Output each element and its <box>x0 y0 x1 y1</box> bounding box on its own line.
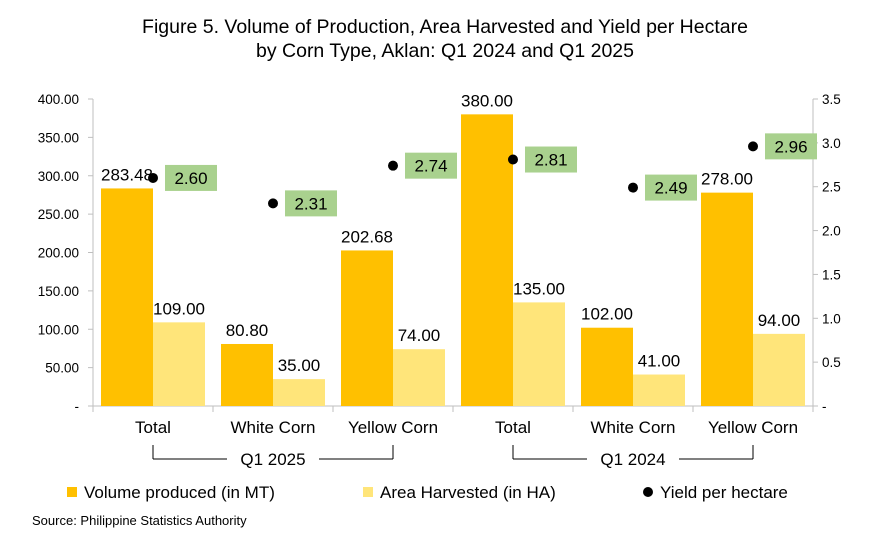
bar-area-harvested <box>753 333 805 406</box>
bar-volume-label: 102.00 <box>581 305 633 324</box>
bar-area-harvested <box>393 349 445 406</box>
bar-volume <box>341 250 393 406</box>
category-label: White Corn <box>590 418 675 437</box>
left-axis-tick-label: 200.00 <box>38 246 79 261</box>
chart-title-line-1: Figure 5. Volume of Production, Area Har… <box>142 16 748 38</box>
group-label: Q1 2025 <box>240 450 305 469</box>
bar-volume-label: 283.48 <box>101 165 153 184</box>
legend-marker <box>643 487 653 497</box>
yield-label: 2.31 <box>294 194 327 213</box>
category-label: Yellow Corn <box>708 418 798 437</box>
bar-area-harvested <box>513 302 565 406</box>
category-label: Yellow Corn <box>348 418 438 437</box>
yield-label-box <box>285 190 337 217</box>
legend-item: Volume produced (in MT) <box>67 483 275 502</box>
bar-volume <box>701 192 753 406</box>
bar-area-label: 94.00 <box>758 311 801 330</box>
legend-swatch <box>67 487 77 497</box>
bar-volume <box>101 188 153 406</box>
bar-area-harvested <box>153 322 205 406</box>
right-axis-tick-label: 3.0 <box>822 136 841 151</box>
yield-label: 2.74 <box>414 157 447 176</box>
left-axis-tick-label: 400.00 <box>38 92 79 107</box>
chart-title-line-2: by Corn Type, Aklan: Q1 2024 and Q1 2025 <box>256 40 634 62</box>
left-axis-tick-label: 150.00 <box>38 284 79 299</box>
category-label: White Corn <box>230 418 315 437</box>
legend: Volume produced (in MT) Area Harvested (i… <box>67 483 788 502</box>
group-bracket: Q1 2024 <box>512 445 754 469</box>
yield-point <box>748 141 758 152</box>
bar-area-label: 74.00 <box>398 326 441 345</box>
right-axis-tick-label: 2.0 <box>822 224 841 239</box>
right-axis-tick-label: 3.5 <box>822 92 841 107</box>
bar-volume-label: 380.00 <box>461 91 513 110</box>
bar-area-label: 35.00 <box>278 356 321 375</box>
yield-label: 2.49 <box>654 179 687 198</box>
right-axis-tick-label: 2.5 <box>822 180 841 195</box>
yield-point <box>268 198 278 209</box>
yield-label-box <box>765 133 817 160</box>
left-axis-tick-label: 350.00 <box>38 130 79 145</box>
category-label: Total <box>135 418 171 437</box>
bar-volume <box>461 114 513 406</box>
bar-volume <box>581 327 633 406</box>
yield-label: 2.81 <box>534 151 567 170</box>
yield-label: 2.60 <box>174 169 207 188</box>
yield-point <box>628 182 638 193</box>
yield-label: 2.96 <box>774 137 807 156</box>
group-bracket: Q1 2025 <box>152 445 394 469</box>
bar-volume-label: 202.68 <box>341 227 393 246</box>
right-axis-tick-label: - <box>822 399 827 414</box>
yield-label-box <box>405 152 457 179</box>
yield-point <box>148 172 158 183</box>
left-axis-tick-label: 100.00 <box>38 322 79 337</box>
bar-area-label: 135.00 <box>513 279 565 298</box>
bar-volume-label: 80.80 <box>226 321 269 340</box>
bar-volume-label: 278.00 <box>701 170 753 189</box>
left-axis-tick-label: 300.00 <box>38 169 79 184</box>
legend-swatch <box>363 487 373 497</box>
right-axis-tick-label: 0.5 <box>822 355 841 370</box>
bar-volume <box>221 343 273 406</box>
right-axis-tick-label: 1.5 <box>822 267 841 282</box>
plot-area: - 50.00 100.00 150.00 200.00 250.00 300.00 350.… <box>38 91 841 469</box>
legend-label: Yield per hectare <box>660 483 788 502</box>
legend-item: Yield per hectare <box>643 483 788 502</box>
left-axis-tick-label: 50.00 <box>45 361 79 376</box>
source-note: Source: Philippine Statistics Authority <box>32 513 247 528</box>
group-label: Q1 2024 <box>600 450 665 469</box>
yield-label-box <box>645 174 697 201</box>
yield-label-box <box>165 164 217 191</box>
left-axis-tick-label: 250.00 <box>38 207 79 222</box>
right-axis-tick-label: 1.0 <box>822 311 841 326</box>
left-axis-tick-label: - <box>75 399 80 414</box>
bar-area-label: 41.00 <box>638 352 681 371</box>
legend-label: Volume produced (in MT) <box>84 483 275 502</box>
legend-item: Area Harvested (in HA) <box>363 483 556 502</box>
bar-area-harvested <box>633 374 685 406</box>
bar-area-harvested <box>273 379 325 406</box>
yield-point <box>388 160 398 171</box>
category-label: Total <box>495 418 531 437</box>
legend-label: Area Harvested (in HA) <box>380 483 556 502</box>
yield-label-box <box>525 146 577 173</box>
yield-point <box>508 154 518 165</box>
bar-area-label: 109.00 <box>153 299 205 318</box>
